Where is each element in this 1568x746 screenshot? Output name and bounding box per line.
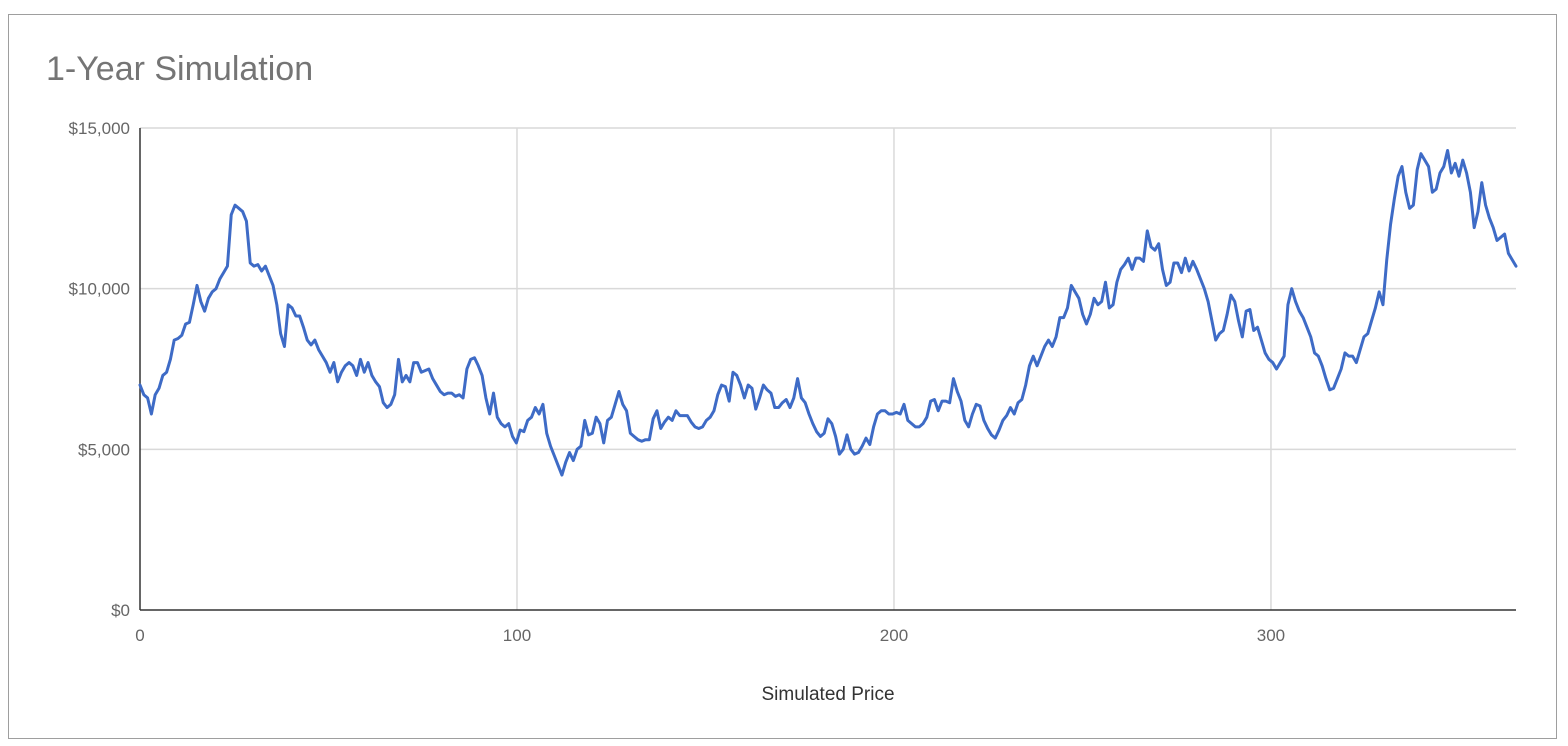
- x-tick-label: 100: [503, 626, 531, 645]
- x-tick-label: 200: [880, 626, 908, 645]
- series-line-0: [138, 148, 1518, 477]
- y-tick-label: $5,000: [78, 440, 130, 459]
- x-axis-title: Simulated Price: [761, 684, 894, 705]
- y-tick-label: $15,000: [69, 119, 130, 138]
- y-tick-label: $10,000: [69, 280, 130, 299]
- x-tick-label: 0: [135, 626, 144, 645]
- chart-frame: [8, 14, 1557, 739]
- series-lines: [138, 148, 1518, 477]
- y-axis-ticks: $0 $5,000 $10,000 $15,000: [69, 119, 130, 620]
- y-tick-label: $0: [111, 601, 130, 620]
- x-axis-ticks: 0 100 200 300: [135, 626, 1285, 645]
- x-tick-label: 300: [1257, 626, 1285, 645]
- gridlines: [140, 127, 1516, 610]
- chart-title: 1-Year Simulation: [46, 50, 314, 88]
